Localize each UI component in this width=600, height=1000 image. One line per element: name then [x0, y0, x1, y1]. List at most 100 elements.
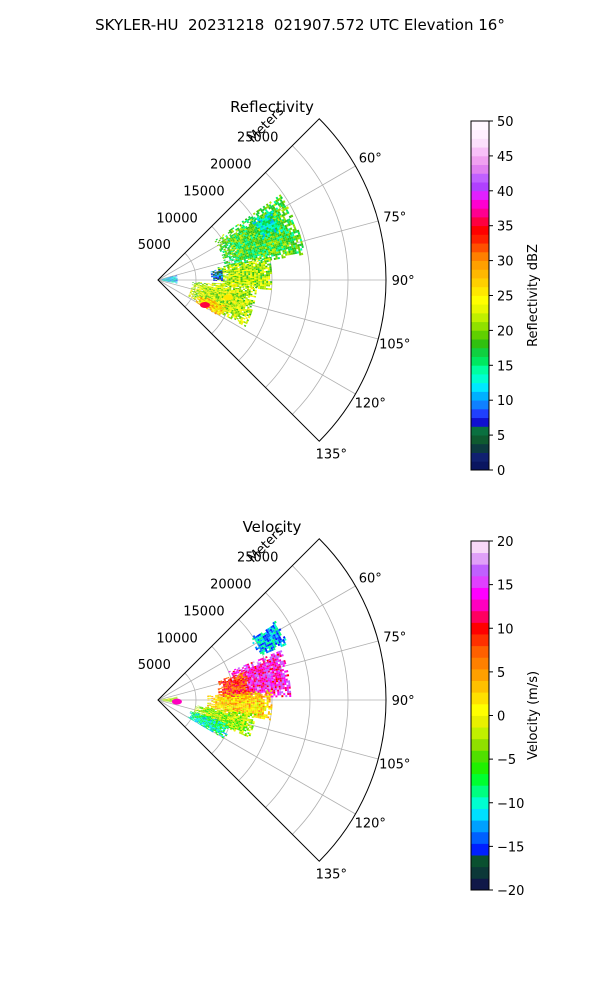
radar-gate	[283, 661, 287, 665]
radar-gate	[266, 275, 269, 278]
radar-gate	[224, 280, 227, 282]
radar-gate	[194, 296, 197, 299]
radar-gate	[254, 682, 257, 685]
radar-gate	[217, 286, 220, 289]
radar-gate	[209, 716, 212, 719]
radar-gate	[197, 707, 200, 709]
radar-gate	[236, 254, 239, 256]
radar-gate	[227, 689, 231, 692]
radar-gate	[254, 251, 257, 254]
radar-gate	[235, 718, 238, 721]
radar-gate	[287, 223, 291, 227]
radar-gate	[246, 727, 250, 730]
radar-gate	[238, 312, 242, 315]
radar-gate	[246, 246, 249, 249]
radar-gate	[273, 240, 276, 243]
radar-gate	[273, 623, 277, 627]
radar-gate	[226, 241, 229, 244]
radar-gate	[235, 686, 238, 688]
colorbar-swatch	[471, 155, 489, 166]
radar-gate	[215, 700, 218, 702]
radar-gate	[225, 234, 228, 238]
radar-gate	[216, 275, 219, 277]
radar-gate	[242, 693, 245, 696]
radar-gate	[206, 722, 209, 725]
radar-gate	[221, 285, 224, 287]
radar-gate	[230, 306, 233, 309]
radar-gate	[252, 287, 256, 290]
radar-gate	[193, 284, 196, 286]
radar-gate	[262, 710, 265, 713]
radar-gate	[249, 243, 252, 246]
radar-gate	[228, 300, 231, 303]
radar-gate	[201, 707, 204, 709]
radar-gate	[255, 711, 259, 714]
radar-gate	[272, 636, 275, 640]
radar-gate	[196, 720, 199, 723]
radar-gate	[233, 233, 236, 236]
radar-gate	[298, 252, 302, 256]
radar-gate	[270, 244, 274, 248]
radar-gate	[250, 261, 253, 264]
radar-gate	[222, 245, 225, 248]
radar-gate	[240, 292, 243, 294]
radar-gate	[241, 249, 244, 252]
radar-gate	[200, 721, 203, 723]
radar-gate	[300, 243, 304, 246]
radar-gate	[169, 276, 172, 278]
radar-gate	[221, 307, 224, 310]
radar-gate	[220, 712, 223, 715]
radar-gate	[215, 696, 218, 698]
radar-gate	[276, 685, 279, 688]
radar-gate	[208, 298, 211, 300]
radar-gate	[246, 704, 249, 707]
radar-gate	[169, 277, 172, 278]
radar-gate	[267, 688, 270, 691]
radar-gate	[245, 723, 249, 726]
radar-gate	[194, 289, 197, 291]
radar-gate	[268, 684, 271, 687]
radar-gate	[263, 678, 266, 681]
radar-gate	[276, 236, 279, 240]
radar-gate	[269, 662, 272, 665]
radar-gate	[229, 253, 233, 256]
radar-gate	[251, 688, 254, 691]
radar-gate	[233, 701, 236, 703]
radar-gate	[274, 233, 278, 236]
radar-gate	[267, 267, 270, 270]
radar-gate	[247, 724, 250, 727]
radar-gate	[167, 277, 170, 279]
radar-gate	[251, 265, 254, 268]
radar-gate	[273, 215, 277, 219]
radar-gate	[282, 664, 285, 667]
radar-gate	[244, 271, 247, 273]
radar-gate	[271, 677, 274, 680]
radar-gate	[226, 279, 229, 281]
radar-gate	[252, 666, 255, 669]
radar-gate	[235, 236, 238, 239]
radar-gate	[278, 197, 282, 201]
radar-gate	[200, 300, 203, 303]
radar-gate	[212, 302, 216, 304]
radar-gate	[229, 287, 232, 289]
radar-gate	[276, 238, 280, 242]
radar-gate	[288, 682, 291, 685]
radar-gate	[233, 684, 236, 686]
radar-gate	[285, 244, 288, 248]
radar-gate	[234, 235, 238, 238]
radar-gate	[253, 715, 256, 718]
radar-gate	[256, 276, 259, 278]
radar-gate	[253, 711, 257, 714]
radar-gate	[256, 641, 260, 644]
radar-gate	[232, 307, 235, 310]
radar-gate	[240, 279, 243, 281]
radar-gate	[259, 634, 263, 638]
radar-gate	[241, 270, 245, 272]
radar-gate	[215, 283, 218, 285]
radar-gate	[260, 667, 264, 670]
radar-gate	[255, 665, 259, 668]
radar-gate	[278, 663, 281, 667]
radar-gate	[211, 729, 214, 732]
radar-gate	[269, 216, 273, 220]
radar-gate	[297, 246, 301, 249]
